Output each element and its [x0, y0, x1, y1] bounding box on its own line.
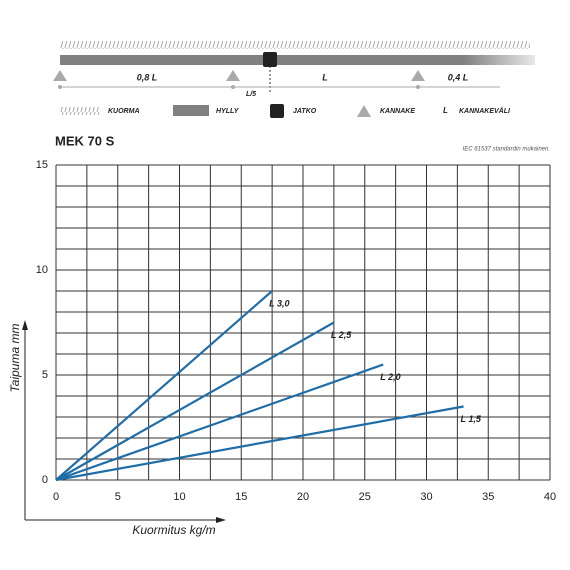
- joint: [263, 52, 277, 67]
- x-axis-title: Kuormitus kg/m: [132, 523, 215, 537]
- legend-label: KUORMA: [108, 108, 140, 115]
- x-tick-label: 40: [544, 491, 556, 503]
- diagram-legend: KUORMA HYLLY JATKO KANNAKE L KANNAKEVÄLI: [60, 104, 511, 118]
- dim-dot: [58, 85, 62, 89]
- series-line: [55, 405, 464, 482]
- series-label: L 2,5: [331, 330, 352, 340]
- series-line: [55, 321, 335, 481]
- joint-label: L/5: [246, 91, 256, 98]
- legend-label: KANNAKE: [380, 108, 415, 115]
- legend-shelf: [173, 105, 209, 116]
- note: IEC 61537 standardin mukainen.: [463, 147, 550, 153]
- series-line: [55, 290, 273, 481]
- x-tick-label: 15: [235, 491, 247, 503]
- span-label: 0,4 L: [448, 72, 469, 82]
- legend-joint: [270, 104, 284, 118]
- legend-load: [60, 107, 100, 115]
- y-tick-label: 0: [42, 474, 48, 486]
- y-arrowhead: [22, 320, 28, 330]
- chart-title: MEK 70 S: [55, 133, 115, 148]
- dim-dot: [231, 85, 235, 89]
- y-tick-label: 10: [36, 264, 48, 276]
- x-tick-label: 35: [482, 491, 494, 503]
- legend-label: JATKO: [293, 108, 317, 115]
- span-diagram: 0,8 L L 0,4 L L/5: [53, 41, 535, 98]
- x-tick-label: 5: [115, 491, 121, 503]
- legend-label: KANNAKEVÄLI: [459, 107, 511, 115]
- series-label: L 2,0: [380, 372, 400, 382]
- support: [411, 70, 425, 81]
- span-label: L: [322, 72, 328, 82]
- series-line: [55, 363, 384, 482]
- support: [53, 70, 67, 81]
- legend-support: [357, 105, 371, 117]
- legend-label: HYLLY: [216, 108, 240, 115]
- dim-dot: [416, 85, 420, 89]
- load: [60, 41, 530, 49]
- series-label: L 1,5: [461, 414, 482, 424]
- axis-arrows: [22, 320, 226, 523]
- span-label: 0,8 L: [137, 72, 158, 82]
- y-axis-title: Taipuma mm: [8, 324, 22, 393]
- x-tick-label: 0: [53, 491, 59, 503]
- legend-symbol: L: [443, 106, 448, 115]
- y-tick-label: 15: [36, 159, 48, 171]
- support: [226, 70, 240, 81]
- x-tick-label: 20: [297, 491, 309, 503]
- shelf: [60, 55, 535, 65]
- x-tick-label: 25: [359, 491, 371, 503]
- x-arrowhead: [216, 517, 226, 523]
- series-label: L 3,0: [269, 298, 289, 308]
- y-tick-label: 5: [42, 369, 48, 381]
- x-tick-label: 10: [173, 491, 185, 503]
- x-tick-label: 30: [420, 491, 432, 503]
